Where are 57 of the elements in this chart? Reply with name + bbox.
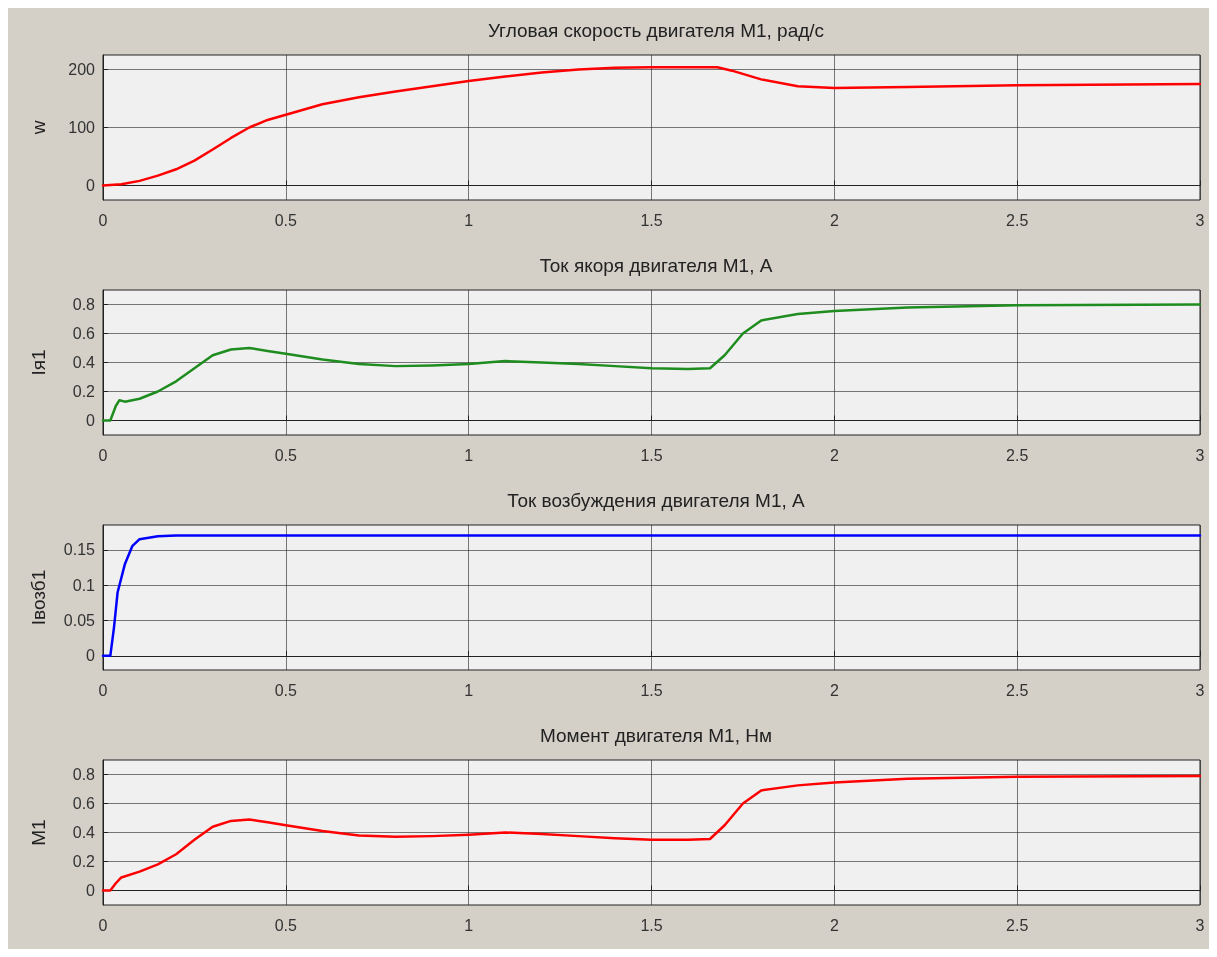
- y-tick-label: 0.1: [72, 576, 96, 594]
- x-tick-label: 0.5: [274, 446, 298, 464]
- x-tick-label: 1: [464, 681, 474, 699]
- x-tick-label: 0.5: [274, 211, 298, 229]
- chart-title: Ток якоря двигателя М1, А: [539, 255, 773, 276]
- x-tick-label: 1: [464, 916, 474, 934]
- x-tick-label: 2.5: [1006, 681, 1029, 699]
- x-tick-label: 0.5: [274, 681, 298, 699]
- y-tick-label: 0.2: [72, 853, 96, 870]
- x-tick-label: 0: [98, 681, 108, 699]
- y-tick-label: 0.4: [72, 824, 96, 841]
- y-tick-label: 0.2: [72, 383, 96, 400]
- chart-title: Ток возбуждения двигателя М1, А: [507, 490, 806, 511]
- x-tick-label: 2.5: [1006, 446, 1029, 464]
- chart-title: Угловая скорость двигателя М1, рад/с: [487, 20, 825, 41]
- chart-title: Момент двигателя М1, Нм: [540, 725, 772, 746]
- y-tick-label: 0: [86, 412, 96, 429]
- x-tick-label: 3: [1195, 916, 1205, 934]
- line-series: [101, 303, 1202, 422]
- y-axis-title: M1: [28, 819, 49, 846]
- y-tick-label: 0.05: [63, 611, 96, 629]
- y-axis-title: Iя1: [28, 349, 49, 376]
- x-tick-label: 1.5: [640, 211, 663, 229]
- y-axis-title: w: [28, 120, 49, 136]
- y-tick-label: 0.6: [72, 325, 96, 342]
- x-tick-label: 2: [829, 211, 839, 229]
- y-tick-label: 0.8: [72, 296, 96, 313]
- x-tick-label: 1.5: [640, 446, 663, 464]
- line-series: [101, 534, 1202, 658]
- x-tick-label: 1.5: [640, 681, 663, 699]
- x-tick-label: 2.5: [1006, 916, 1029, 934]
- x-tick-label: 3: [1195, 211, 1205, 229]
- x-tick-label: 0: [98, 916, 108, 934]
- x-tick-label: 1: [464, 211, 474, 229]
- x-tick-label: 2: [829, 916, 839, 934]
- x-tick-label: 0: [98, 446, 108, 464]
- line-series: [101, 774, 1202, 892]
- x-tick-label: 2.5: [1006, 211, 1029, 229]
- x-tick-label: 3: [1195, 446, 1205, 464]
- y-tick-label: 0: [86, 177, 96, 194]
- y-tick-label: 0.8: [72, 766, 96, 783]
- x-tick-label: 2: [829, 446, 839, 464]
- x-tick-label: 1: [464, 446, 474, 464]
- x-tick-label: 0: [98, 211, 108, 229]
- x-tick-label: 3: [1195, 681, 1205, 699]
- y-tick-label: 100: [68, 119, 96, 136]
- line-series: [101, 65, 1202, 187]
- y-tick-label: 0.15: [63, 541, 96, 559]
- y-tick-label: 0: [86, 647, 96, 665]
- y-tick-label: 200: [68, 61, 96, 78]
- y-axis-title: Iвозб1: [28, 569, 49, 626]
- x-tick-label: 1.5: [640, 916, 663, 934]
- y-tick-label: 0.4: [72, 354, 96, 371]
- x-tick-label: 0.5: [274, 916, 298, 934]
- y-tick-label: 0.6: [72, 795, 96, 812]
- x-tick-label: 2: [829, 681, 839, 699]
- y-tick-label: 0: [86, 882, 96, 899]
